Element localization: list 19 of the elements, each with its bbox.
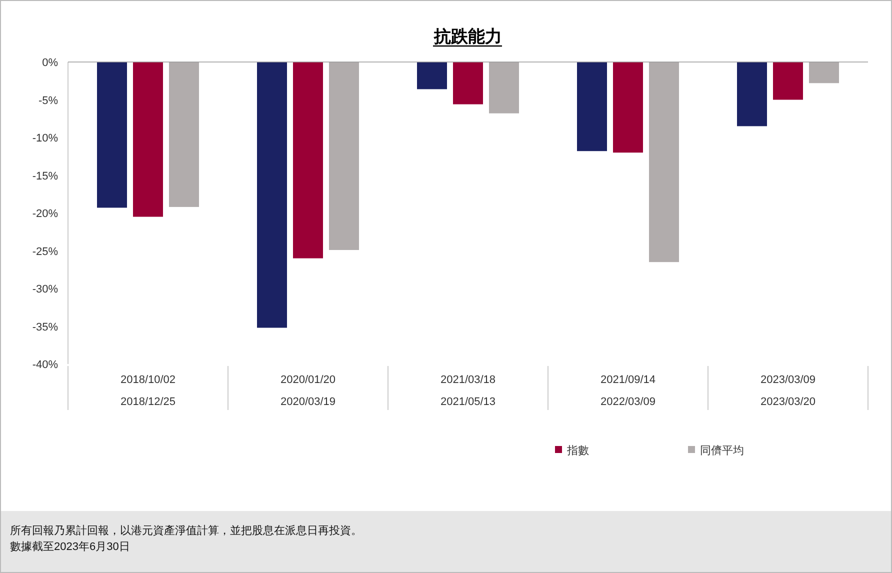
x-tick-label: 2020/01/20 2020/03/19 <box>280 374 336 408</box>
x-tick-label: 2021/03/18 2021/05/13 <box>440 374 496 408</box>
legend-label: 指數 <box>566 445 589 457</box>
y-tick-label: -5% <box>38 94 58 107</box>
y-tick-label: 0% <box>42 57 58 69</box>
legend-label: 同儕平均 <box>700 444 744 457</box>
y-tick-label: -30% <box>32 284 58 296</box>
x-tick-label: 2018/10/02 2018/12/25 <box>120 374 176 408</box>
chart-title: 抗跌能力 <box>433 27 502 46</box>
y-tick-label: -40% <box>32 359 58 371</box>
text: 所有回報乃累計回報，以港元資產淨值計算，並把股息在派息日再投資。 <box>10 524 362 537</box>
y-tick-label: -10% <box>32 132 58 144</box>
y-tick-label: -25% <box>32 246 58 258</box>
x-tick-label: 2021/09/14 2022/03/09 <box>600 374 656 408</box>
y-tick-label: -15% <box>32 170 58 182</box>
y-tick-label: -20% <box>32 208 58 220</box>
y-tick-label: -35% <box>32 321 58 334</box>
x-tick-label: 2023/03/09 2023/03/20 <box>760 374 816 408</box>
text: 數據截至2023年6月30日 <box>10 540 130 553</box>
